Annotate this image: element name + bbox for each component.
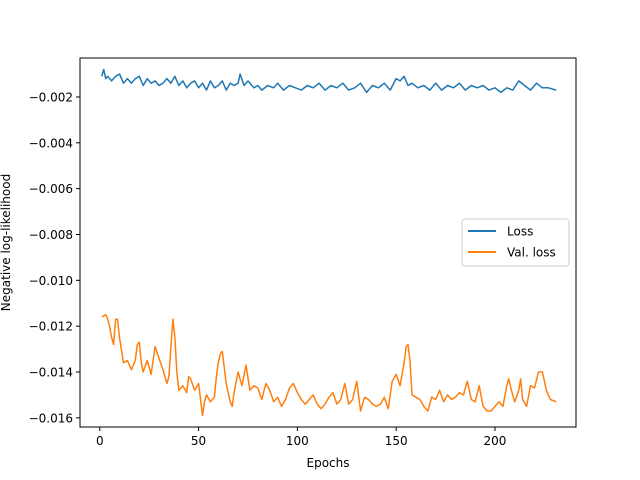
axes-frame [79, 57, 577, 428]
x-tick-label: 200 [484, 434, 507, 448]
y-tick-label: −0.002 [29, 90, 73, 104]
y-tick-label: −0.004 [29, 136, 73, 150]
y-tick-label: −0.012 [29, 320, 73, 334]
series-line-loss [100, 68, 557, 94]
y-tick-label: −0.008 [29, 228, 73, 242]
y-tick-label: −0.014 [29, 365, 73, 379]
series-line-val-loss [101, 313, 557, 417]
y-tick-label: −0.006 [29, 182, 73, 196]
legend-label-val-loss: Val. loss [507, 246, 556, 260]
ticks-layer: 0 50 100 150 200 −0.002 −0.004 −0.006 −0.008 −0.0… [29, 90, 507, 448]
x-tick-label: 150 [385, 434, 408, 448]
x-tick-label: 50 [191, 434, 206, 448]
y-axis-label: Negative log-likelihood [0, 174, 13, 311]
x-tick-label: 0 [96, 434, 104, 448]
legend: Loss Val. loss [461, 218, 570, 267]
x-axis-label: Epochs [307, 456, 350, 470]
legend-label-loss: Loss [507, 225, 533, 239]
series-layer [100, 68, 557, 417]
x-tick-label: 100 [286, 434, 309, 448]
y-tick-label: −0.016 [29, 411, 73, 425]
y-tick-label: −0.010 [29, 274, 73, 288]
